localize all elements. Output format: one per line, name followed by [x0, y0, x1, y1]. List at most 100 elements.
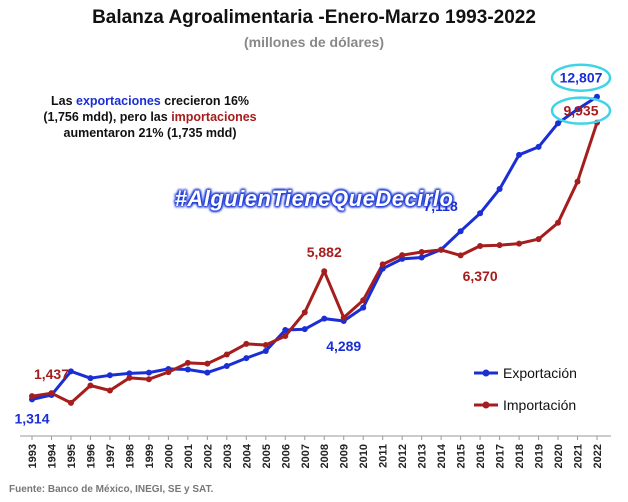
x-tick-label: 2020 [553, 444, 565, 468]
x-tick-label: 1996 [85, 444, 97, 468]
data-point-importacion [321, 268, 328, 275]
data-point-importacion [555, 219, 562, 226]
legend-swatch-marker [482, 369, 490, 377]
data-point-importacion [438, 246, 445, 253]
highlight-ellipse [550, 63, 612, 92]
x-tick-label: 2015 [456, 444, 468, 468]
data-point-importacion [126, 374, 133, 381]
data-point-importacion [379, 261, 386, 268]
data-point-importacion [48, 390, 55, 397]
annotation-part1: Las [50, 94, 76, 108]
x-tick-label: 2003 [222, 444, 234, 468]
data-point-exportacion [67, 368, 74, 375]
data-point-importacion [535, 236, 542, 243]
data-point-exportacion [516, 151, 523, 158]
x-tick-label: 1995 [66, 444, 78, 468]
data-point-importacion [496, 242, 503, 249]
x-tick-label: 2004 [241, 443, 253, 468]
data-point-importacion [184, 359, 191, 366]
data-point-exportacion [535, 143, 542, 150]
hashtag: #AlguienTieneQueDecirlo [174, 186, 454, 211]
data-point-importacion [204, 360, 211, 367]
x-tick-label: 2012 [397, 444, 409, 468]
data-point-importacion [282, 333, 289, 340]
x-tick-label: 2019 [534, 444, 546, 468]
x-tick-label: 2018 [514, 444, 526, 468]
x-tick-label: 1997 [105, 444, 117, 468]
legend: Exportación Importación [474, 365, 577, 413]
legend-label: Importación [503, 397, 576, 413]
series-points [29, 93, 600, 406]
x-tick-label: 2021 [573, 444, 585, 468]
data-point-exportacion [321, 315, 328, 322]
data-point-importacion [223, 351, 230, 358]
annotation-line3: aumentaron 21% (1,735 mdd) [63, 126, 237, 140]
data-point-importacion [418, 249, 425, 256]
data-point-exportacion [574, 106, 581, 113]
x-tick-label: 1994 [46, 443, 58, 468]
x-tick-label: 2007 [300, 444, 312, 468]
data-point-exportacion [555, 120, 562, 127]
legend-label: Exportación [503, 365, 577, 381]
data-point-exportacion [87, 375, 94, 382]
data-point-importacion [29, 393, 35, 400]
x-tick-label: 2005 [261, 444, 273, 468]
data-point-exportacion [106, 372, 113, 379]
data-point-exportacion [477, 210, 484, 217]
data-label: 6,370 [463, 268, 498, 284]
axes [20, 435, 611, 440]
highlight-ellipse [550, 96, 612, 125]
series-line-exportacion [31, 95, 598, 401]
annotation-line2: (1,756 mdd), pero las [43, 110, 172, 124]
series-lines [31, 95, 599, 405]
x-tick-label: 2017 [495, 444, 507, 468]
data-point-exportacion [262, 348, 269, 355]
chart-title: Balanza Agroalimentaria -Enero-Marzo 199… [92, 7, 536, 28]
data-label: 1,437 [34, 366, 69, 382]
chart-subtitle: (millones de dólares) [243, 34, 385, 50]
data-point-importacion [399, 252, 406, 259]
data-point-importacion [165, 369, 172, 376]
data-point-importacion [87, 382, 94, 389]
x-tick-label: 1999 [144, 444, 156, 468]
data-label: 1,314 [14, 410, 49, 426]
x-tick-label: 1993 [27, 444, 39, 468]
data-point-importacion [477, 242, 484, 249]
x-tick-label: 1998 [124, 444, 136, 468]
data-point-importacion [67, 399, 74, 406]
data-point-exportacion [204, 369, 211, 376]
annotation-text: Las exportaciones crecieron 16% (1,756 m… [20, 93, 280, 141]
x-tick-label: 2014 [436, 443, 448, 468]
data-label: 9,935 [563, 103, 598, 119]
x-tick-label: 2002 [202, 444, 214, 468]
data-point-importacion [516, 240, 523, 247]
x-tick-label: 2006 [280, 444, 292, 468]
x-tick-label: 2016 [475, 444, 487, 468]
data-point-importacion [574, 178, 581, 185]
data-point-exportacion [223, 363, 230, 370]
data-point-importacion [360, 297, 367, 304]
data-point-importacion [301, 309, 308, 316]
x-tick-label: 2000 [163, 444, 175, 468]
data-point-exportacion [243, 355, 250, 362]
source-note: Fuente: Banco de México, INEGI, SE y SAT… [9, 484, 214, 495]
data-point-exportacion [301, 326, 308, 333]
data-point-exportacion [379, 265, 386, 272]
data-point-importacion [243, 340, 250, 347]
data-point-importacion [262, 341, 269, 348]
annotation-exports-word: exportaciones [76, 94, 161, 108]
data-label: 4,289 [326, 338, 361, 354]
legend-swatch-marker [482, 401, 490, 409]
data-point-exportacion [282, 326, 289, 333]
data-point-importacion [106, 387, 113, 394]
data-label: 7,118 [423, 198, 457, 214]
annotation-imports-word: importaciones [171, 110, 257, 124]
x-tick-label: 2008 [319, 444, 331, 468]
data-point-exportacion [145, 369, 152, 376]
x-tick-label: 2022 [592, 444, 604, 468]
data-point-importacion [145, 376, 152, 383]
data-point-importacion [340, 314, 347, 321]
data-label: 5,882 [307, 244, 342, 260]
data-point-exportacion [360, 304, 367, 311]
